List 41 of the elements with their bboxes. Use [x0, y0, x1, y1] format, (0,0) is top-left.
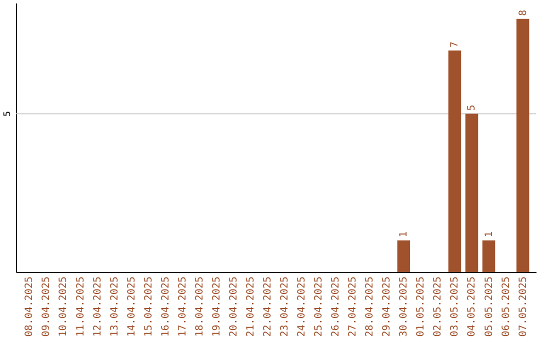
x-tick-label: 02.05.2025 [432, 276, 444, 337]
x-tick-label: 20.04.2025 [228, 276, 240, 337]
x-tick-label: 12.04.2025 [92, 276, 104, 337]
x-tick-label: 19.04.2025 [211, 276, 222, 337]
x-tick-label: 09.04.2025 [41, 276, 52, 337]
x-tick-label: 18.04.2025 [194, 276, 206, 337]
x-tick-label: 23.04.2025 [280, 276, 291, 337]
data-label: 8 [518, 10, 529, 16]
ref-line-label: 5 [3, 111, 13, 116]
x-tick-label: 10.04.2025 [58, 276, 70, 337]
x-tick-label: 05.05.2025 [484, 276, 495, 337]
bar [448, 50, 462, 272]
bar [397, 240, 410, 272]
x-tick-label: 27.04.2025 [348, 276, 359, 337]
x-tick-label: 01.05.2025 [416, 276, 427, 337]
x-tick-label: 03.05.2025 [450, 276, 461, 337]
data-label: 1 [398, 231, 410, 238]
x-tick-label: 07.05.2025 [518, 276, 529, 337]
x-tick-label: 30.04.2025 [398, 276, 410, 337]
x-tick-label: 17.04.2025 [177, 276, 188, 337]
x-tick-label: 28.04.2025 [364, 276, 376, 337]
x-tick-label: 13.04.2025 [109, 276, 120, 337]
x-tick-label: 29.04.2025 [382, 276, 393, 337]
data-label: 1 [484, 231, 495, 238]
x-tick-label: 14.04.2025 [126, 276, 138, 337]
x-tick-label: 26.04.2025 [330, 276, 342, 337]
x-tick-label: 25.04.2025 [314, 276, 325, 337]
x-tick-label: 22.04.2025 [262, 276, 274, 337]
bar [465, 114, 478, 272]
bar [516, 18, 530, 272]
x-tick-label: 24.04.2025 [296, 276, 308, 337]
data-label: 5 [466, 104, 478, 111]
bar [482, 240, 496, 272]
x-tick-label: 21.04.2025 [245, 276, 256, 337]
x-tick-label: 08.04.2025 [24, 276, 36, 337]
data-label: 7 [450, 41, 461, 48]
x-tick-label: 06.05.2025 [500, 276, 512, 337]
x-tick-label: 16.04.2025 [160, 276, 172, 337]
x-tick-label: 11.04.2025 [75, 276, 86, 337]
x-tick-label: 15.04.2025 [143, 276, 154, 337]
x-tick-label: 04.05.2025 [466, 276, 478, 337]
